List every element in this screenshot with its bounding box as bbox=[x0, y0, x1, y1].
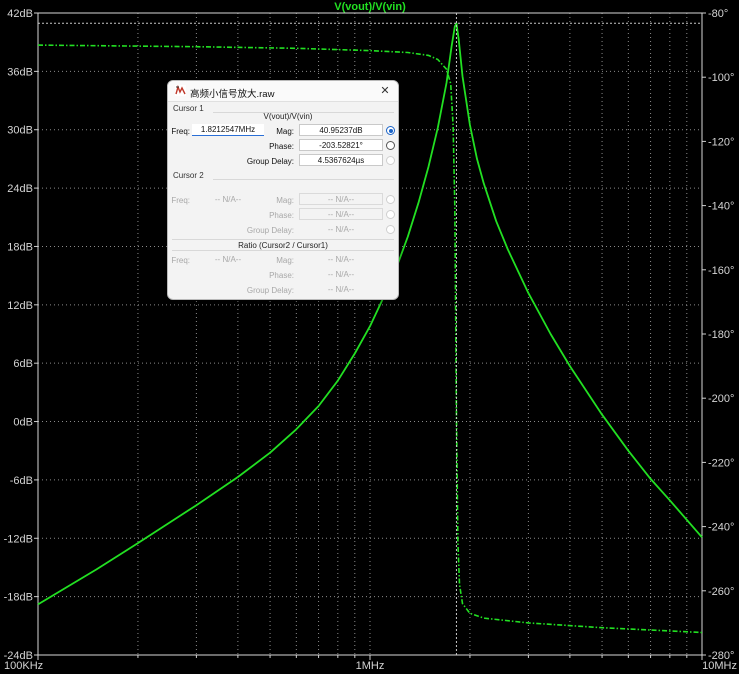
cursor2-group-delay-label: Group Delay: bbox=[246, 226, 294, 235]
ratio-mag-field: -- N/A-- bbox=[327, 255, 355, 264]
ytick-left-label: 30dB bbox=[7, 125, 33, 137]
ytick-left-label: 36dB bbox=[7, 66, 33, 78]
ytick-right-label: -260° bbox=[708, 586, 734, 598]
ratio-phase-label: Phase: bbox=[269, 271, 294, 280]
ytick-right-label: -140° bbox=[708, 201, 734, 213]
ratio-group-delay-field: -- N/A-- bbox=[327, 285, 355, 294]
cursor2-freq-label: Freq: bbox=[171, 196, 190, 205]
cursor1-phase-field[interactable]: -203.52821° bbox=[299, 139, 383, 151]
ytick-left-label: -24dB bbox=[4, 650, 33, 662]
cursor1-mag-field[interactable]: 40.95237dB bbox=[299, 124, 383, 136]
cursor2-mag-field: -- N/A-- bbox=[299, 193, 383, 205]
cursor1-trace-name: V(vout)/V(vin) bbox=[263, 112, 313, 121]
xtick-label: 1MHz bbox=[356, 660, 385, 672]
ytick-right-label: -180° bbox=[708, 329, 734, 341]
ytick-left-label: 18dB bbox=[7, 241, 33, 253]
ytick-left-label: -6dB bbox=[10, 475, 33, 487]
cursor2-phase-label: Phase: bbox=[269, 211, 294, 220]
trace-title[interactable]: V(vout)/V(vin) bbox=[334, 1, 406, 13]
cursor2-header: Cursor 2 bbox=[173, 171, 204, 180]
ytick-left-label: 0dB bbox=[13, 417, 33, 429]
cursor1-phase-radio[interactable] bbox=[386, 141, 395, 150]
ytick-left-label: 6dB bbox=[13, 358, 33, 370]
cursor2-phase-radio bbox=[386, 210, 395, 219]
ratio-mag-label: Mag: bbox=[276, 256, 294, 265]
cursor1-mag-radio[interactable] bbox=[386, 126, 395, 135]
cursor-markers[interactable] bbox=[38, 13, 702, 655]
ytick-left-label: 24dB bbox=[7, 183, 33, 195]
cursor1-group-delay-field[interactable]: 4.5367624µs bbox=[299, 154, 383, 166]
ratio-freq-field: -- N/A-- bbox=[214, 255, 242, 264]
cursor1-freq-field[interactable]: 1.8212547MHz bbox=[192, 124, 264, 136]
ytick-right-label: -280° bbox=[708, 650, 734, 662]
ratio-separator bbox=[172, 239, 394, 240]
close-icon[interactable]: ✕ bbox=[380, 85, 390, 97]
series-magnitude[interactable] bbox=[37, 22, 703, 606]
ytick-right-label: -120° bbox=[708, 136, 734, 148]
ratio-header: Ratio (Cursor2 / Cursor1) bbox=[238, 241, 328, 250]
cursor1-group-delay-label: Group Delay: bbox=[246, 157, 294, 166]
ytick-right-label: -80° bbox=[708, 8, 728, 20]
cursor2-phase-field: -- N/A-- bbox=[299, 208, 383, 220]
ytick-left-label: -12dB bbox=[4, 533, 33, 545]
cursor1-group-delay-radio[interactable] bbox=[386, 156, 395, 165]
cursor2-mag-radio bbox=[386, 195, 395, 204]
xtick-label: 100KHz bbox=[4, 660, 43, 672]
cursor1-phase-label: Phase: bbox=[269, 142, 294, 151]
ytick-right-label: -240° bbox=[708, 522, 734, 534]
series-phase[interactable] bbox=[37, 44, 703, 634]
ratio-group-delay-label: Group Delay: bbox=[246, 286, 294, 295]
dialog-titlebar[interactable]: 高频小信号放大.raw ✕ bbox=[168, 81, 398, 102]
cursor2-group-delay-field: -- N/A-- bbox=[327, 225, 355, 234]
ytick-left-label: 42dB bbox=[7, 8, 33, 20]
series bbox=[37, 22, 703, 634]
ytick-right-label: -220° bbox=[708, 457, 734, 469]
cursor1-separator bbox=[213, 112, 394, 113]
ytick-left-label: -18dB bbox=[4, 592, 33, 604]
xtick-label: 10MHz bbox=[702, 660, 737, 672]
dialog-title: 高频小信号放大.raw bbox=[190, 89, 275, 100]
ytick-right-label: -160° bbox=[708, 265, 734, 277]
ytick-left-label: 12dB bbox=[7, 300, 33, 312]
ratio-phase-field: -- N/A-- bbox=[327, 270, 355, 279]
cursor1-mag-label: Mag: bbox=[276, 127, 294, 136]
ltspice-app-icon bbox=[175, 85, 186, 96]
ratio-separator-bottom bbox=[172, 250, 394, 251]
cursor-dialog[interactable]: 高频小信号放大.raw ✕ Cursor 1 V(vout)/V(vin) Fr… bbox=[167, 80, 399, 300]
cursor1-header: Cursor 1 bbox=[173, 104, 204, 113]
cursor2-mag-label: Mag: bbox=[276, 196, 294, 205]
ytick-right-label: -200° bbox=[708, 393, 734, 405]
cursor2-group-delay-radio bbox=[386, 225, 395, 234]
axes: 42dB 36dB 30dB 24dB 18dB 12dB 6dB 0dB -6dB -12dB -… bbox=[4, 8, 737, 672]
plot-frame bbox=[37, 12, 703, 656]
ytick-right-label: -100° bbox=[708, 72, 734, 84]
cursor2-separator bbox=[213, 179, 394, 180]
cursor2-freq-field: -- N/A-- bbox=[214, 195, 242, 204]
cursor1-freq-label: Freq: bbox=[171, 127, 190, 136]
ratio-freq-label: Freq: bbox=[171, 256, 190, 265]
